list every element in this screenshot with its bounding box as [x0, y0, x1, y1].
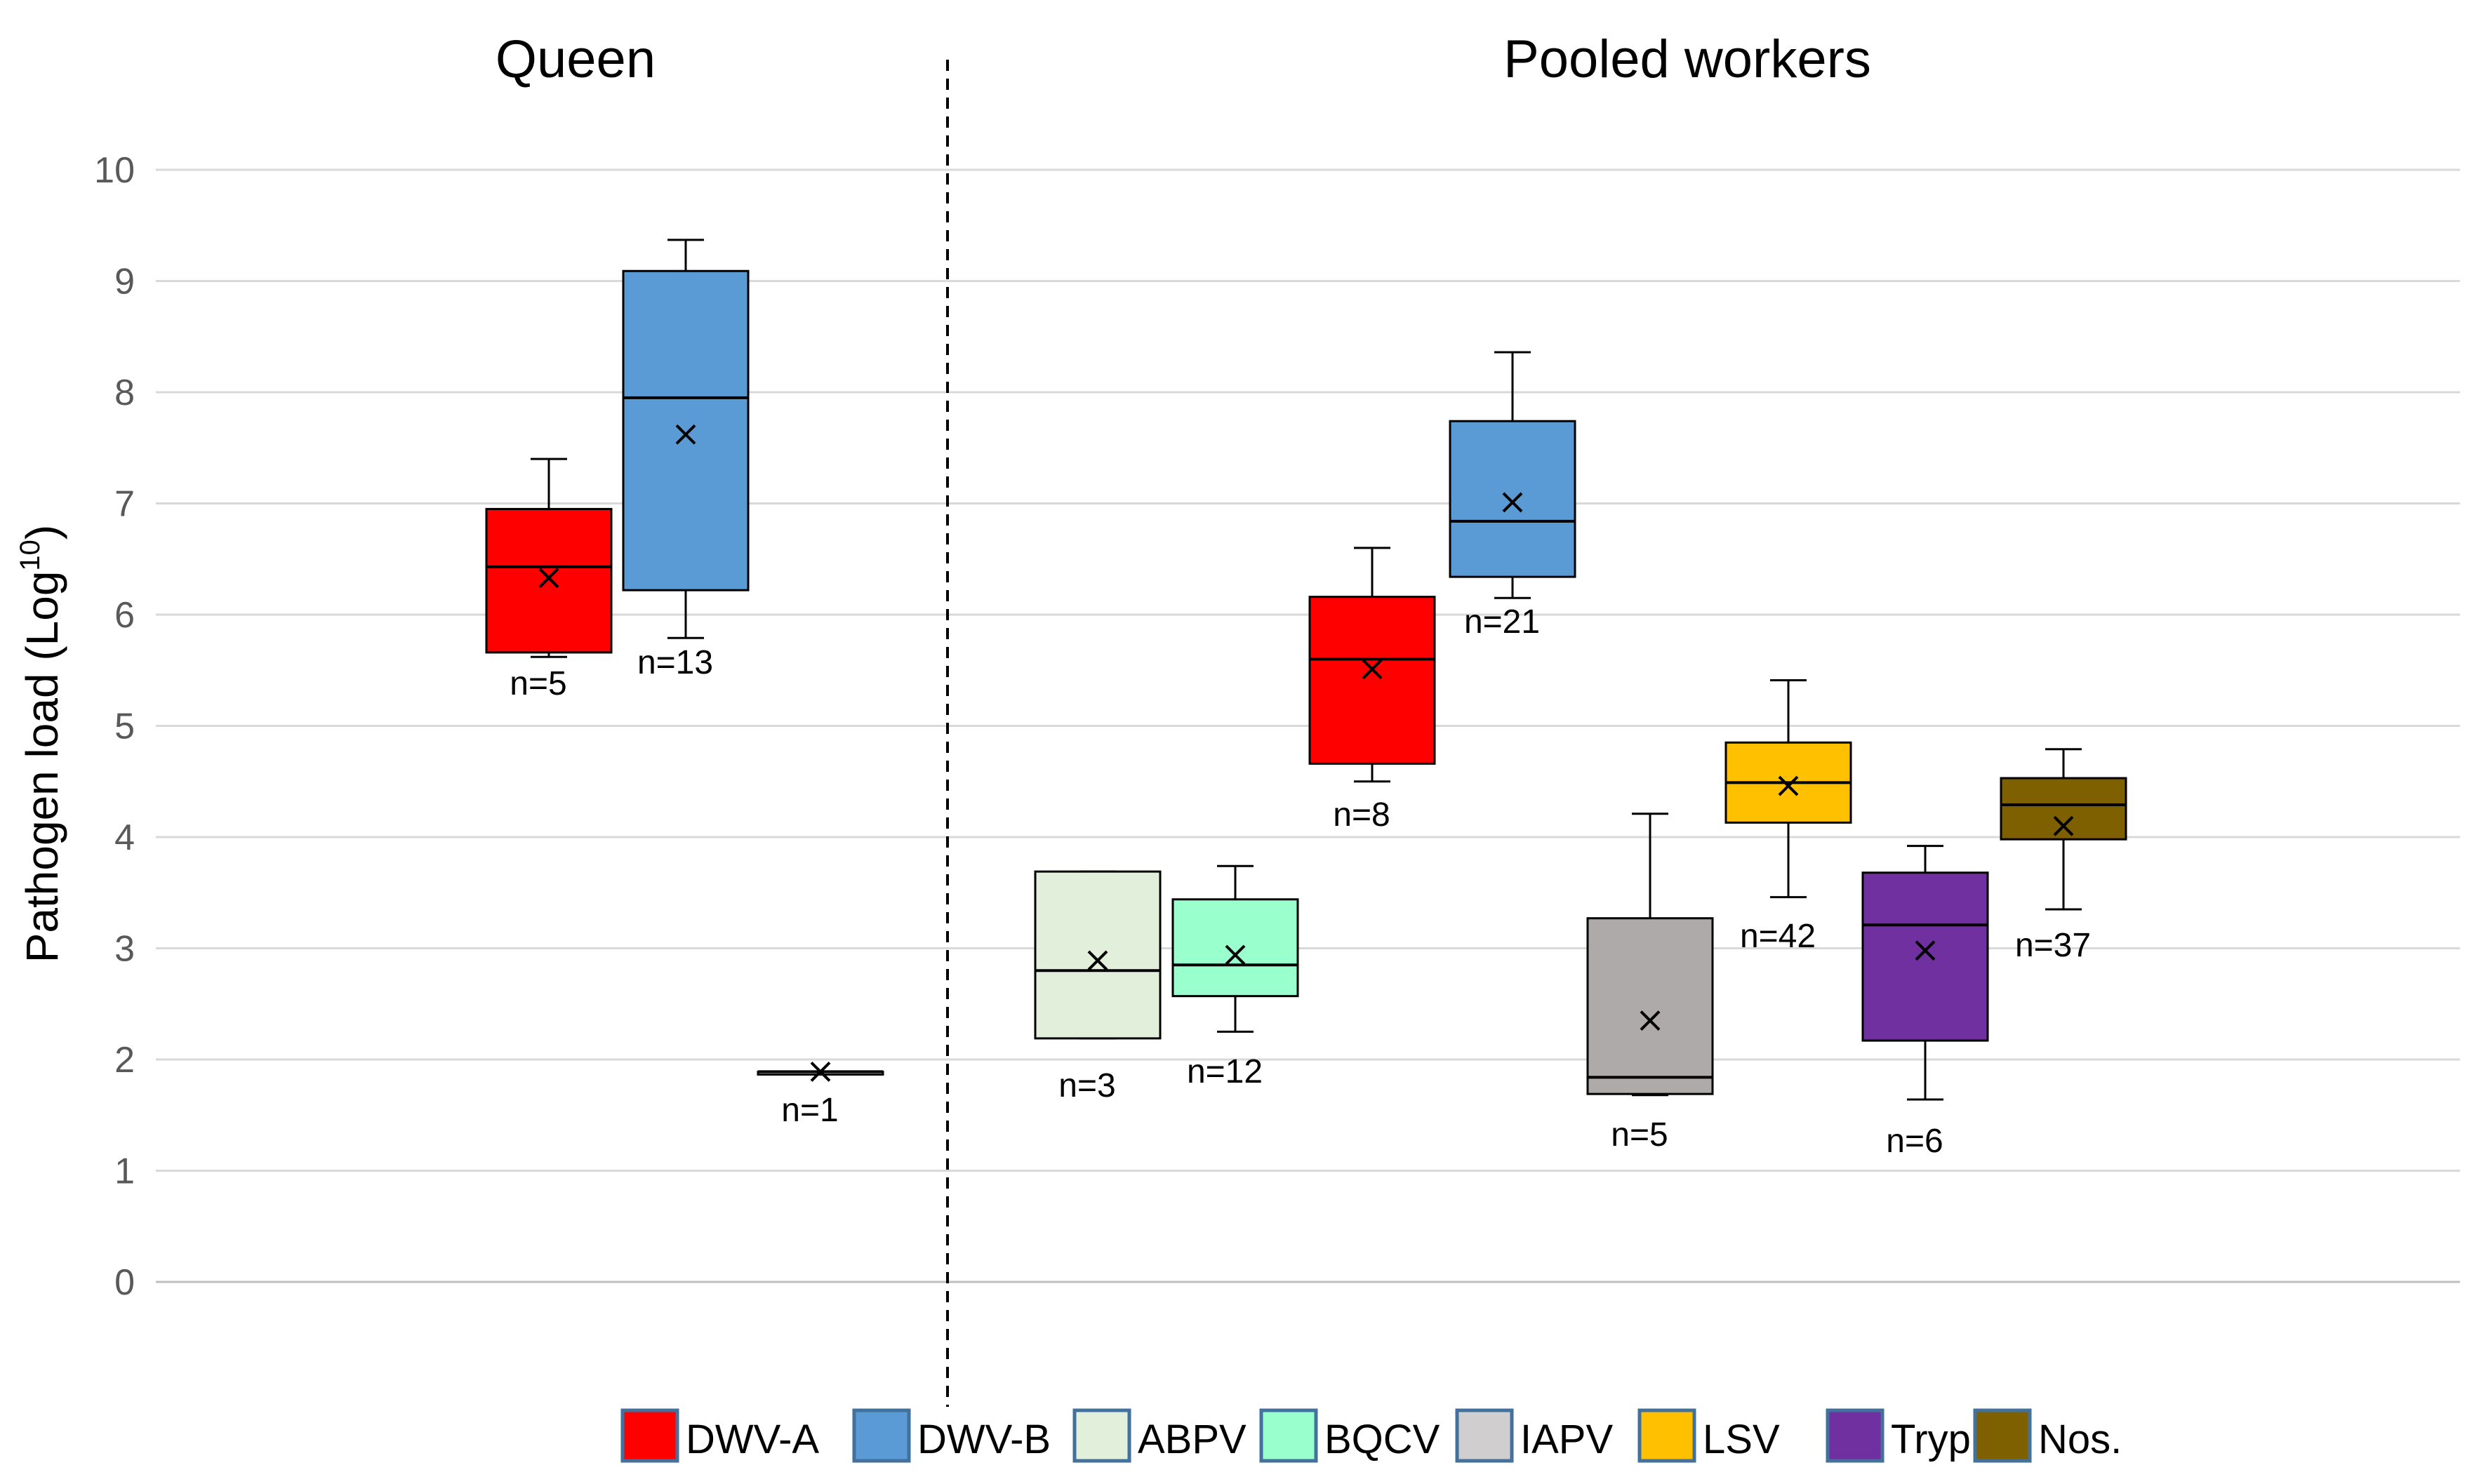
legend: DWV-A DWV-B ABPV BQCV IAPV LSV Tryp. Nos. [620, 1408, 2122, 1463]
y-tick-label: 6 [114, 595, 135, 636]
box-dwv-a-queen: n=5 [485, 457, 613, 702]
mean-marker [810, 1062, 831, 1082]
legend-swatch [1637, 1408, 1696, 1463]
y-tick-label: 8 [114, 373, 135, 413]
mean-marker [675, 424, 696, 445]
iqr-box [1861, 871, 1989, 1042]
legend-item-tryp: Tryp. [1826, 1408, 1982, 1463]
y-tick-label: 9 [114, 262, 135, 302]
y-axis-label-close: ) [17, 525, 67, 540]
box-dwv-b-queen: n=13 [622, 239, 750, 681]
mean-marker [1225, 944, 1246, 965]
legend-item-lsv: LSV [1637, 1408, 1780, 1463]
legend-label: IAPV [1520, 1417, 1613, 1462]
y-axis-label-superscript: 10 [15, 540, 46, 571]
legend-swatch [1455, 1408, 1514, 1463]
mean-marker [1362, 659, 1383, 680]
legend-label: DWV-A [686, 1417, 819, 1462]
y-tick-label: 1 [114, 1151, 135, 1192]
iqr-box [485, 507, 613, 654]
y-tick-label: 4 [114, 817, 135, 858]
legend-label: DWV-B [917, 1417, 1051, 1462]
iqr-box [1308, 596, 1436, 765]
legend-item-abpv: ABPV [1072, 1408, 1247, 1463]
legend-item-bqcv: BQCV [1259, 1408, 1440, 1463]
sample-size-label: n=6 [1886, 1123, 1943, 1160]
y-tick-label: 3 [114, 929, 135, 970]
legend-item-dwv-b: DWV-B [852, 1408, 1051, 1463]
box-series: n=5 n=13 n=1 n=3 n=12 n=8 n=21 n=5 n=42 n=6 n=37 [485, 239, 2127, 1160]
mean-marker [1087, 950, 1108, 971]
y-tick-labels: 0 1 2 3 4 5 6 7 8 9 10 [94, 150, 135, 1303]
mean-marker [1640, 1010, 1661, 1031]
legend-swatch [1259, 1408, 1318, 1463]
sample-size-label: n=1 [781, 1092, 838, 1129]
y-tick-label: 10 [94, 150, 135, 191]
legend-swatch [1072, 1408, 1131, 1463]
legend-label: Tryp. [1891, 1417, 1982, 1462]
sample-size-label: n=5 [510, 665, 566, 702]
y-tick-label: 2 [114, 1040, 135, 1081]
box-lsv-workers: n=42 [1724, 679, 1852, 955]
sample-size-label: n=8 [1333, 796, 1390, 834]
sample-size-label: n=3 [1058, 1067, 1115, 1104]
iqr-box [1171, 898, 1299, 998]
y-tick-label: 7 [114, 484, 135, 525]
panel-labels: Queen Pooled workers [496, 29, 1871, 89]
iqr-box [1586, 917, 1714, 1095]
gridlines [156, 168, 2460, 1283]
box-abpv-workers: n=3 [1034, 870, 1162, 1104]
legend-item-nos: Nos. [1973, 1408, 2122, 1463]
box-bqcv-workers: n=12 [1171, 864, 1299, 1090]
box-bqcv-queen: n=1 [757, 1062, 884, 1129]
legend-label: Nos. [2038, 1417, 2122, 1462]
sample-size-label: n=5 [1611, 1116, 1668, 1154]
panel-label-queen: Queen [496, 29, 656, 89]
y-tick-label: 5 [114, 707, 135, 747]
iqr-box [1449, 420, 1576, 578]
legend-label: LSV [1703, 1417, 1780, 1462]
box-tryp-workers: n=6 [1861, 845, 1989, 1160]
y-axis-label: Pathogen load (Log10) [15, 525, 67, 963]
sample-size-label: n=37 [2015, 927, 2091, 964]
legend-item-iapv: IAPV [1455, 1408, 1613, 1463]
iqr-box [1034, 870, 1162, 1040]
mean-marker [1778, 775, 1799, 796]
iqr-box [2000, 777, 2127, 841]
legend-swatch [1973, 1408, 2032, 1463]
mean-marker [1915, 940, 1936, 961]
box-dwv-b-workers: n=21 [1449, 351, 1576, 641]
mean-marker [1502, 492, 1523, 513]
sample-size-label: n=12 [1187, 1053, 1263, 1090]
sample-size-label: n=42 [1740, 918, 1816, 955]
box-iapv-workers: n=5 [1586, 813, 1714, 1154]
sample-size-label: n=13 [637, 644, 713, 681]
y-axis-label-main: Pathogen load (Log [17, 571, 67, 963]
legend-label: ABPV [1138, 1417, 1247, 1462]
mean-marker [2053, 815, 2074, 836]
legend-swatch [1826, 1408, 1885, 1463]
box-nos-workers: n=37 [2000, 748, 2127, 964]
y-tick-label: 0 [114, 1262, 135, 1303]
sample-size-label: n=21 [1464, 603, 1540, 641]
iqr-box [622, 269, 750, 591]
box-dwv-a-workers: n=8 [1308, 547, 1436, 834]
mean-marker [538, 568, 559, 589]
legend-swatch [620, 1408, 679, 1463]
panel-label-pooled-workers: Pooled workers [1503, 29, 1871, 89]
legend-label: BQCV [1324, 1417, 1440, 1462]
legend-swatch [852, 1408, 911, 1463]
legend-item-dwv-a: DWV-A [620, 1408, 819, 1463]
